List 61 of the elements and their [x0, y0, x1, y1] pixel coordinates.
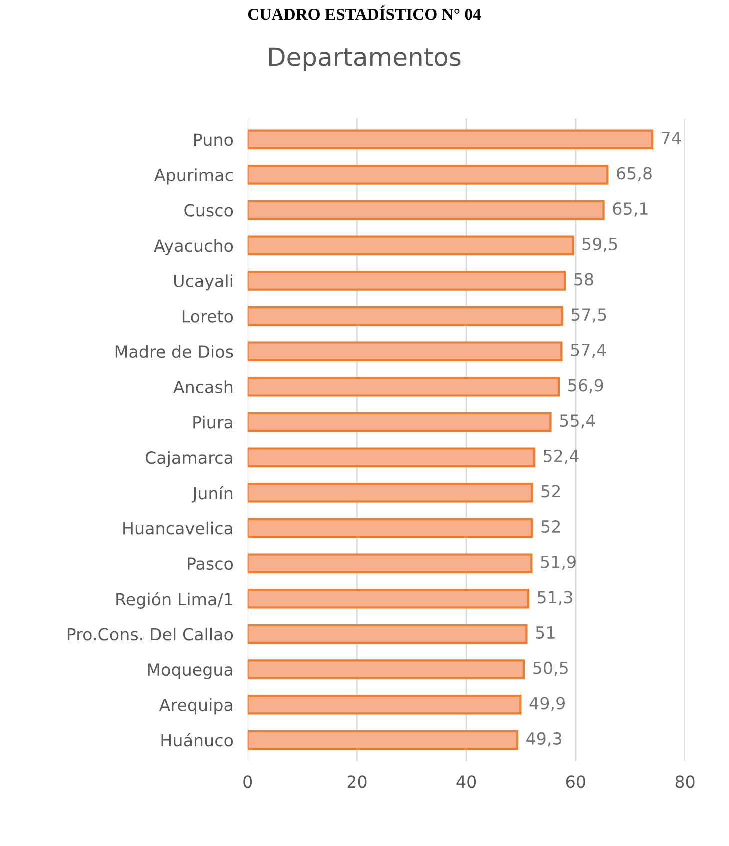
y-tick-label: Huánuco: [162, 733, 234, 747]
y-tick-label: Loreto: [182, 310, 234, 323]
data-label: 49,9: [530, 697, 565, 712]
y-tick-label: Huancavelica: [124, 522, 232, 535]
bar: [248, 660, 526, 680]
data-label: 74: [662, 132, 682, 144]
x-tick-label: 80: [676, 776, 695, 788]
data-label: 52: [542, 485, 560, 498]
x-tick-label: 60: [566, 776, 586, 788]
bar: [248, 695, 522, 715]
data-label: 52: [542, 520, 560, 534]
chart-title: Departamentos: [269, 48, 461, 72]
bar: [248, 554, 533, 574]
text: CUADRO ESTADÍSTICO N° 04: [248, 6, 482, 20]
bar: [248, 448, 536, 468]
y-tick-label: Pasco: [188, 558, 234, 570]
bar: [248, 165, 609, 185]
bar: [248, 377, 560, 397]
bar: [248, 200, 605, 220]
y-tick-label: Región Lima/1: [116, 592, 232, 610]
data-label: 50,5: [534, 662, 568, 676]
data-label: 65,8: [617, 167, 652, 182]
x-tick-label: 0: [244, 776, 252, 788]
bar: [248, 271, 566, 291]
bar: [248, 624, 528, 644]
data-label: 59,5: [582, 238, 618, 252]
data-label: 51,9: [541, 556, 576, 570]
data-label: 51,3: [538, 591, 572, 606]
data-label: 58: [574, 273, 594, 286]
data-label: 57,5: [572, 308, 606, 323]
y-tick-label: Ancash: [174, 380, 233, 394]
bar: [248, 342, 563, 362]
y-tick-label: Madre de Dios: [116, 345, 234, 358]
bar: [248, 130, 654, 150]
bar: [248, 518, 534, 538]
x-tick-label: 20: [348, 776, 367, 788]
y-tick-label: Junín: [192, 486, 233, 503]
data-label: 51: [536, 626, 555, 640]
y-tick-label: Cusco: [184, 204, 234, 217]
y-tick-label: Puno: [194, 134, 234, 146]
bar: [248, 730, 518, 750]
y-tick-label: Ucayali: [174, 274, 232, 291]
y-tick-label: Pro.Cons. Del Callao: [68, 628, 234, 641]
data-label: 65,1: [613, 202, 648, 217]
y-tick-label: Cajamarca: [146, 451, 232, 468]
bar: [248, 589, 530, 609]
x-tick-label: 40: [456, 776, 476, 788]
data-label: 52,4: [544, 450, 579, 464]
bar: [248, 483, 534, 503]
y-tick-label: Arequipa: [159, 698, 232, 715]
y-tick-label: Apurimac: [154, 168, 233, 185]
bar: [248, 306, 564, 326]
bar: [248, 412, 552, 432]
y-tick-label: Ayacucho: [154, 239, 234, 256]
y-tick-label: Moquegua: [148, 664, 232, 680]
bar: [248, 236, 574, 256]
data-label: 57,4: [571, 344, 606, 358]
y-tick-label: Piura: [194, 416, 232, 429]
data-label: 49,3: [526, 732, 562, 747]
data-label: 56,9: [568, 379, 604, 394]
data-label: 55,4: [560, 414, 596, 429]
